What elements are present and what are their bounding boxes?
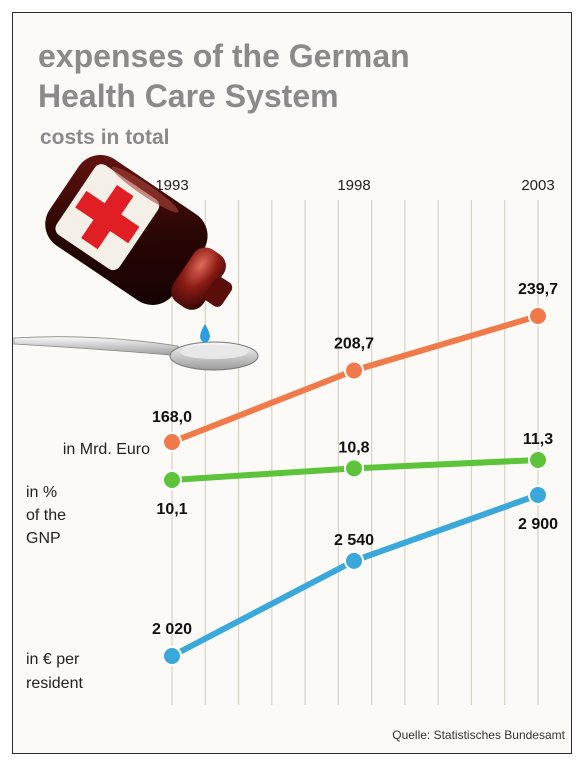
series-layer: 168,0 208,7 239,7 10,1 10,8 11,3 2 020 2 540 2 9…: [152, 281, 558, 666]
chart-title-line1: expenses of the German: [38, 38, 410, 74]
series-labels: in Mrd. Euro in % of the GNP in € per re…: [26, 441, 150, 692]
x-tick-label: 1998: [337, 177, 370, 194]
x-axis-ticks: 1993 1998 2003: [155, 177, 554, 194]
series-label-resident-line2: resident: [26, 675, 83, 692]
spoon-icon: [13, 336, 259, 371]
chart-frame: [12, 12, 572, 754]
series-gnp-data-label: 10,8: [338, 439, 369, 456]
series-resident-point: [528, 485, 548, 505]
medicine-bottle-icon: [45, 155, 233, 310]
chart-title-line2: Health Care System: [38, 78, 339, 114]
series-label-euro: in Mrd. Euro: [63, 441, 150, 458]
series-euro: 168,0 208,7 239,7: [152, 281, 558, 452]
series-gnp-data-label: 10,1: [156, 501, 187, 518]
source-note: Quelle: Statistisches Bundesamt: [392, 728, 565, 742]
medicine-illustration: [13, 155, 259, 371]
series-resident: 2 020 2 540 2 900: [152, 485, 558, 666]
drop-icon: [200, 324, 210, 343]
series-label-gnp-line3: GNP: [26, 530, 61, 547]
series-euro-point: [528, 306, 548, 326]
series-resident-data-label: 2 020: [152, 621, 192, 638]
series-gnp-point: [344, 458, 364, 479]
series-gnp-data-label: 11,3: [523, 431, 553, 448]
x-tick-label: 1993: [155, 177, 188, 194]
series-euro-data-label: 208,7: [334, 335, 374, 352]
series-resident-point: [162, 646, 182, 666]
grid-lines: [171, 200, 539, 705]
series-gnp-point: [162, 470, 182, 490]
series-euro-data-label: 239,7: [518, 281, 558, 298]
series-euro-data-label: 168,0: [152, 409, 192, 426]
series-label-resident-line1: in € per: [26, 651, 80, 668]
series-gnp-point: [528, 450, 548, 470]
series-resident-data-label: 2 540: [334, 532, 374, 549]
series-euro-point: [344, 360, 364, 381]
series-resident-line: [169, 492, 541, 659]
series-resident-data-label: 2 900: [518, 516, 558, 533]
series-gnp: 10,1 10,8 11,3: [156, 431, 553, 518]
chart-subtitle: costs in total: [40, 126, 170, 149]
series-label-gnp-line1: in %: [26, 484, 57, 501]
x-tick-label: 2003: [521, 177, 554, 194]
series-resident-point: [344, 550, 364, 571]
series-label-gnp-line2: of the: [26, 507, 66, 524]
series-euro-point: [162, 432, 182, 452]
